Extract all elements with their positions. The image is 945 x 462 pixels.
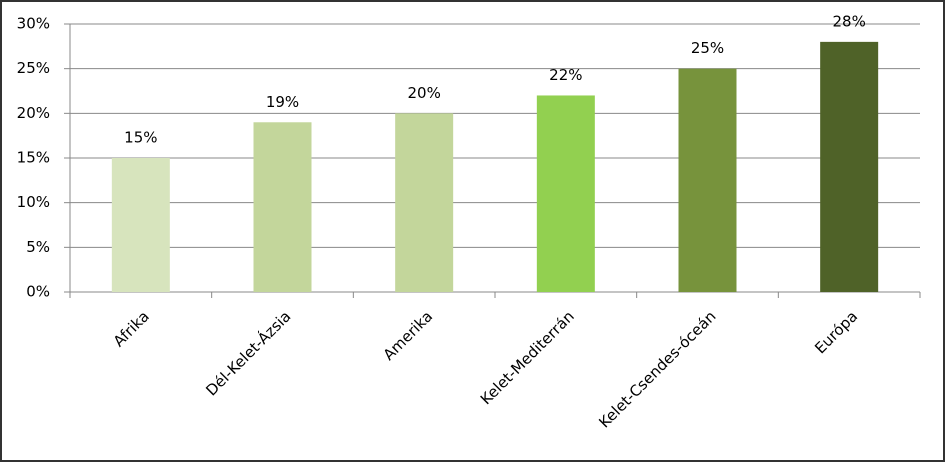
bar	[111, 158, 170, 292]
y-tick-label: 20%	[17, 104, 50, 122]
y-tick-label: 10%	[17, 193, 50, 211]
value-label: 22%	[549, 66, 582, 84]
y-tick-label: 25%	[17, 59, 50, 77]
value-label: 25%	[691, 39, 724, 57]
y-tick-label: 5%	[26, 238, 50, 256]
bar	[536, 95, 595, 292]
value-label: 20%	[407, 84, 440, 102]
bar	[820, 41, 879, 292]
y-tick-label: 15%	[17, 149, 50, 167]
value-label: 15%	[124, 129, 157, 147]
y-tick-label: 30%	[17, 15, 50, 33]
y-tick-label: 0%	[26, 283, 50, 301]
value-label: 19%	[266, 93, 299, 111]
value-label: 28%	[832, 12, 865, 30]
bar	[253, 122, 312, 293]
bar	[678, 68, 737, 293]
bar	[395, 113, 454, 292]
